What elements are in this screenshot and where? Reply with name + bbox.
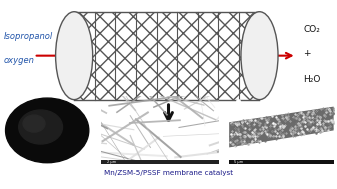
Bar <box>198 12 218 100</box>
Circle shape <box>23 115 45 132</box>
Circle shape <box>19 110 63 144</box>
Ellipse shape <box>241 12 278 100</box>
Text: oxygen: oxygen <box>3 56 34 65</box>
Text: H₂O: H₂O <box>303 75 321 84</box>
Text: 2 μm: 2 μm <box>107 160 116 164</box>
Bar <box>101 160 219 164</box>
Ellipse shape <box>56 12 93 100</box>
Bar <box>74 12 259 100</box>
Circle shape <box>5 98 89 163</box>
Text: +: + <box>303 49 311 58</box>
Bar <box>95 12 115 100</box>
Text: 5 μm: 5 μm <box>235 160 244 164</box>
Bar <box>177 12 198 100</box>
Bar <box>136 12 156 100</box>
Polygon shape <box>229 107 334 147</box>
Bar <box>115 12 136 100</box>
Text: Mn/ZSM-5/PSSF membrane catalyst: Mn/ZSM-5/PSSF membrane catalyst <box>104 170 233 176</box>
Text: Isopropanol: Isopropanol <box>3 32 53 41</box>
Bar <box>74 12 95 100</box>
Bar <box>156 12 177 100</box>
Bar <box>239 12 259 100</box>
Text: CO₂: CO₂ <box>303 25 320 34</box>
Bar <box>229 160 334 164</box>
Bar <box>218 12 239 100</box>
